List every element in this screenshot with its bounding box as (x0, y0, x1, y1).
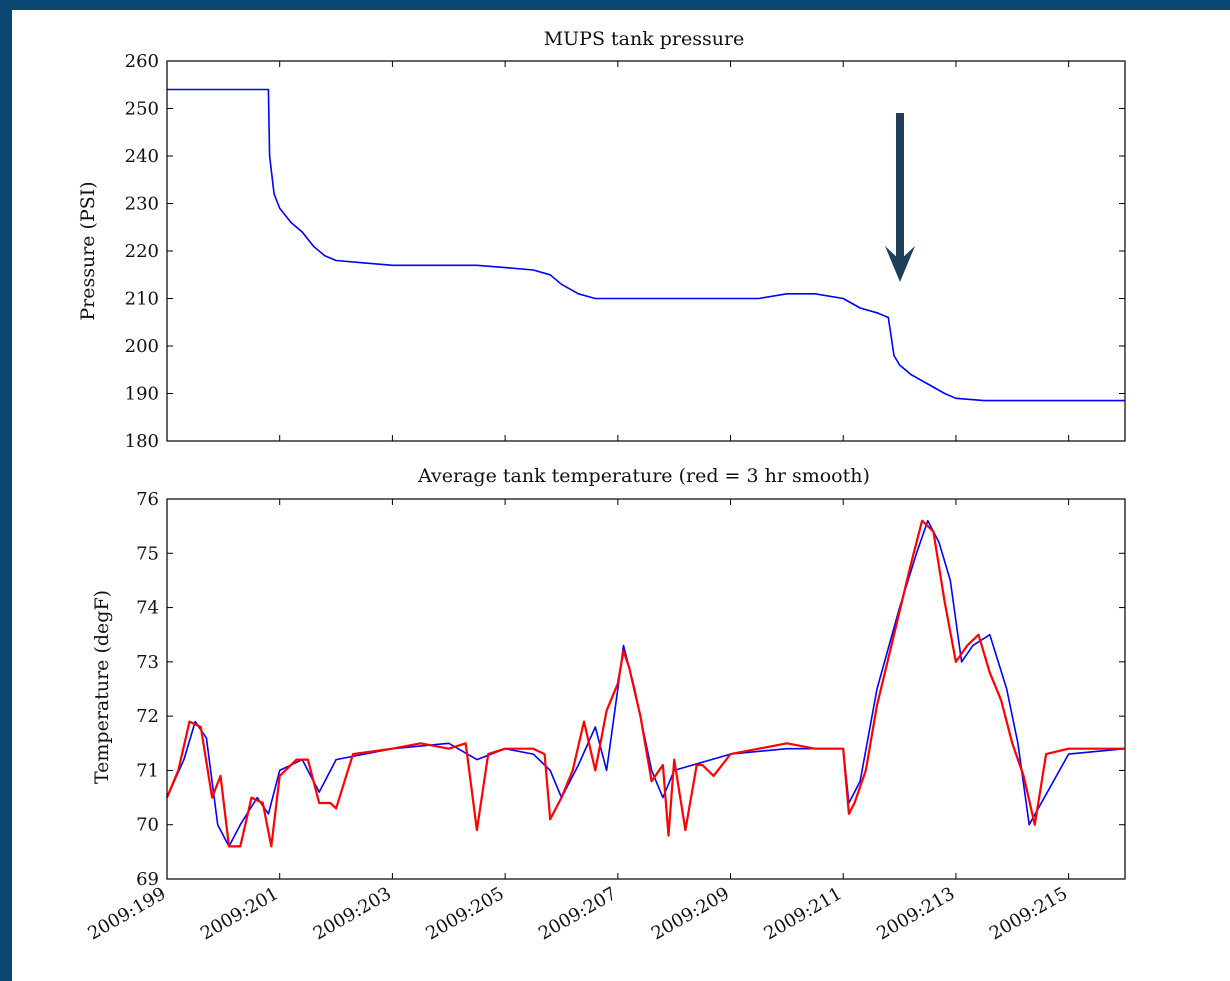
y-tick-label: 71 (136, 760, 159, 781)
y-tick-label: 70 (136, 815, 159, 836)
figure-svg: MUPS tank pressure Pressure (PSI) 180 190… (77, 28, 1126, 944)
y-tick-label: 240 (125, 146, 159, 167)
annotation-arrow-head (885, 246, 915, 282)
x-tick-label: 2009:199 (84, 883, 169, 944)
x-tick-label: 2009:209 (648, 883, 733, 944)
y-tick-label: 260 (125, 51, 159, 72)
y-tick-label: 69 (136, 869, 159, 890)
temperature-y-axis-label: Temperature (degF) (91, 590, 113, 784)
y-tick-label: 250 (125, 99, 159, 120)
temperature-raw-line (166, 519, 1126, 848)
temperature-y-ticks: 69 70 71 72 73 74 75 76 (136, 489, 1125, 890)
pressure-line (167, 88, 1125, 402)
temperature-chart: Average tank temperature (red = 3 hr smo… (84, 465, 1126, 944)
pressure-y-ticks: 180 190 200 210 220 230 240 250 260 (125, 51, 1125, 452)
y-tick-label: 220 (125, 241, 159, 262)
y-tick-label: 75 (136, 543, 159, 564)
x-tick-label: 2009:205 (422, 883, 507, 944)
y-tick-label: 190 (125, 384, 159, 405)
pressure-y-axis-label: Pressure (PSI) (77, 181, 99, 320)
x-tick-label: 2009:207 (535, 883, 620, 944)
temperature-chart-title: Average tank temperature (red = 3 hr smo… (417, 465, 870, 487)
x-tick-label: 2009:211 (761, 883, 846, 944)
y-tick-label: 74 (136, 598, 159, 619)
y-tick-label: 73 (136, 652, 159, 673)
y-tick-label: 76 (136, 489, 159, 510)
y-tick-label: 210 (125, 289, 159, 310)
x-tick-label: 2009:203 (310, 883, 395, 944)
pressure-plot-frame (166, 60, 1126, 442)
x-tick-label: 2009:201 (197, 883, 282, 944)
pressure-x-tick-marks (166, 61, 1070, 441)
pressure-series-group (167, 88, 1125, 402)
figure-canvas: MUPS tank pressure Pressure (PSI) 180 190… (12, 10, 1230, 981)
temperature-plot-frame (166, 498, 1126, 880)
temperature-x-ticks: 2009:199 2009:201 2009:203 2009:205 2009:207… (84, 499, 1071, 944)
x-tick-label: 2009:213 (873, 883, 958, 944)
temperature-series-group (165, 519, 1126, 848)
x-tick-label: 2009:215 (986, 883, 1071, 944)
y-tick-label: 230 (125, 194, 159, 215)
annotation-arrow-shaft (896, 113, 904, 268)
pressure-chart-title: MUPS tank pressure (544, 28, 745, 50)
pressure-chart: MUPS tank pressure Pressure (PSI) 180 190… (77, 28, 1126, 452)
temperature-smooth-line (165, 519, 1125, 848)
y-tick-label: 200 (125, 336, 159, 357)
y-tick-label: 180 (125, 431, 159, 452)
annotation-arrow (885, 113, 915, 282)
y-tick-label: 72 (136, 706, 159, 727)
